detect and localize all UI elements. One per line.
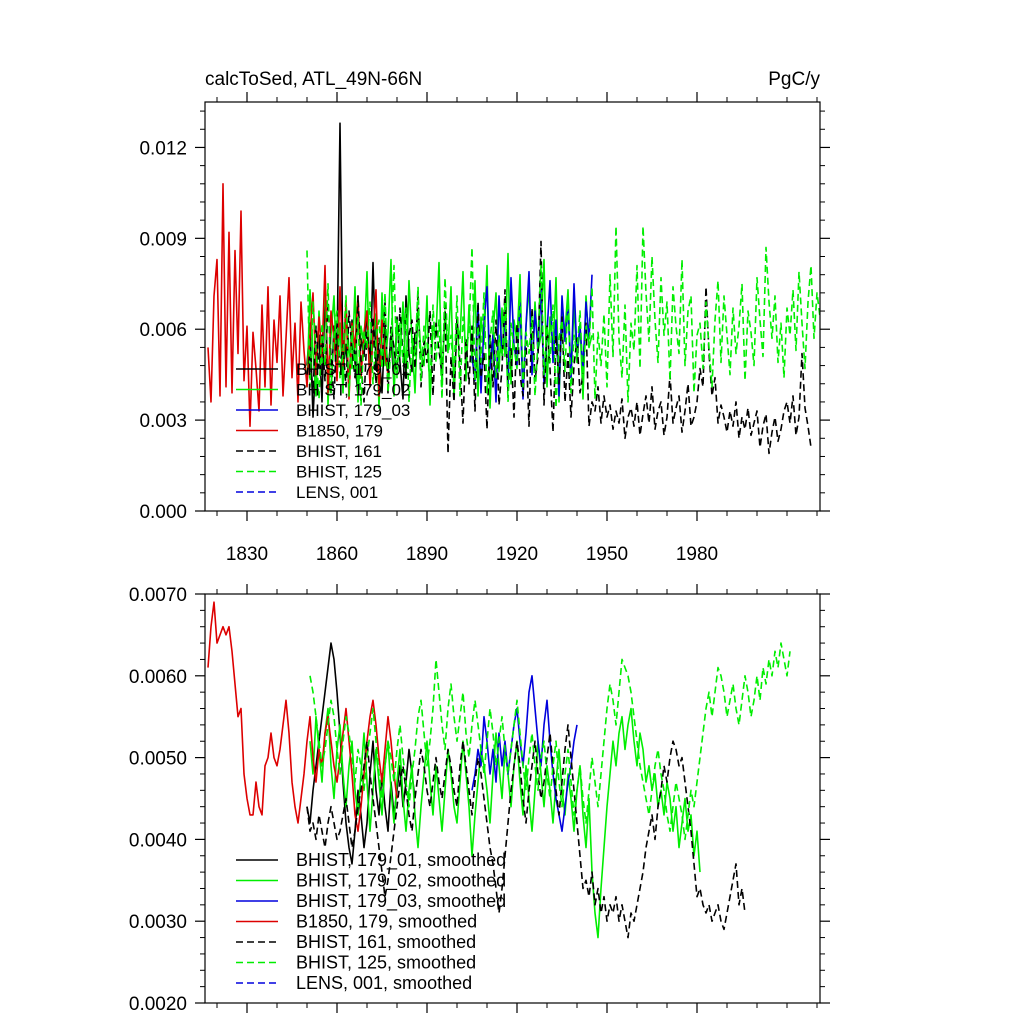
legend-label-3: B1850, 179, smoothed bbox=[296, 912, 477, 932]
legend-label-4: BHIST, 161, smoothed bbox=[296, 932, 476, 952]
legend-label-1: BHIST, 179_02, smoothed bbox=[296, 871, 506, 892]
x-tick-label: 1860 bbox=[316, 544, 358, 565]
top-panel: calcToSed, ATL_49N-66N PgC/y 0.0000.0030… bbox=[139, 69, 830, 565]
top-plot-area: 0.000 0.003 0.006 0.009 0.012 1830 1860 1890 192… bbox=[139, 92, 830, 565]
series-line-4 bbox=[306, 724, 746, 939]
legend-label-6: LENS, 001 bbox=[296, 483, 378, 502]
legend-label-2: BHIST, 179_03, smoothed bbox=[296, 891, 506, 912]
plot-frame bbox=[204, 593, 821, 1004]
x-tick-label: 1890 bbox=[406, 544, 448, 565]
y-tick-label: 0.003 bbox=[139, 411, 187, 432]
series-line-2 bbox=[471, 674, 578, 833]
bottom-panel: 0.0020 0.0030 0.0040 0.0050 0.0060 0.0070 BHIS… bbox=[129, 584, 830, 1015]
y-tick-label: 0.0060 bbox=[129, 667, 187, 688]
series-line-5 bbox=[306, 225, 820, 409]
series-line-5 bbox=[309, 642, 791, 841]
x-tick-label: 1980 bbox=[676, 544, 718, 565]
x-tick-label: 1920 bbox=[496, 544, 538, 565]
legend-label-0: BHIST, 179_01, smoothed bbox=[296, 850, 506, 871]
y-tick-label: 0.012 bbox=[139, 138, 187, 159]
legend-label-0: BHIST, 179_01 bbox=[296, 360, 410, 379]
plot-frame bbox=[204, 101, 821, 512]
legend-label-2: BHIST, 179_03 bbox=[296, 401, 410, 420]
series-line-2 bbox=[471, 270, 593, 403]
legend-label-1: BHIST, 179_02 bbox=[296, 381, 410, 400]
y-tick-label: 0.0030 bbox=[129, 912, 187, 933]
y-tick-label: 0.0040 bbox=[129, 830, 187, 851]
x-tick-label: 1830 bbox=[226, 544, 268, 565]
bottom-plot-area: 0.0020 0.0030 0.0040 0.0050 0.0060 0.0070 BHIS… bbox=[129, 584, 830, 1015]
series-group bbox=[207, 601, 791, 939]
series-line-4 bbox=[306, 240, 812, 455]
legend-label-5: BHIST, 125 bbox=[296, 463, 382, 482]
y-tick-label: 0.0020 bbox=[129, 994, 187, 1015]
legend-label-3: B1850, 179 bbox=[296, 422, 383, 441]
y-tick-label: 0.000 bbox=[139, 502, 187, 523]
legend-label-6: LENS, 001, smoothed bbox=[296, 973, 472, 993]
y-tick-label: 0.0070 bbox=[129, 585, 187, 606]
y-tick-label: 0.0050 bbox=[129, 749, 187, 770]
top-title-right: PgC/y bbox=[768, 69, 820, 90]
series-group bbox=[207, 122, 820, 455]
x-tick-label: 1950 bbox=[586, 544, 628, 565]
legend-label-5: BHIST, 125, smoothed bbox=[296, 953, 476, 973]
series-line-1 bbox=[306, 252, 593, 409]
legend-label-4: BHIST, 161 bbox=[296, 442, 382, 461]
top-title-left: calcToSed, ATL_49N-66N bbox=[205, 69, 422, 90]
y-tick-label: 0.006 bbox=[139, 320, 187, 341]
y-tick-label: 0.009 bbox=[139, 229, 187, 250]
